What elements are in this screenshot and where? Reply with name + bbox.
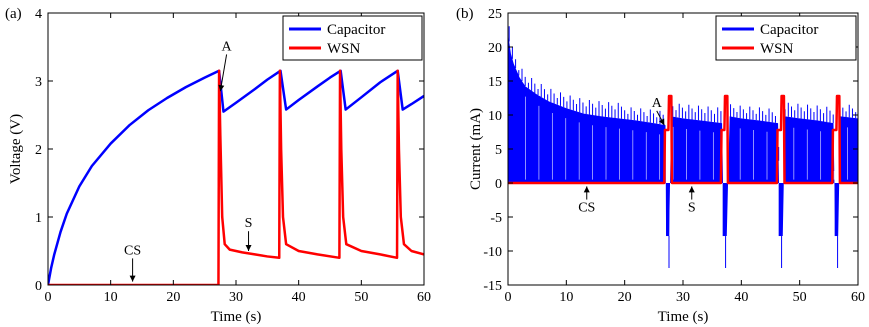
plot-area bbox=[48, 69, 424, 285]
chart-panel-2: (b) 0 10 20 30 40 50 60 -15 -10 -5 0 5 10 15 20 25 Time (… bbox=[456, 6, 865, 325]
y-tick-label: 15 bbox=[488, 75, 502, 90]
x-tick-label: 50 bbox=[793, 290, 807, 305]
y-tick-label: 0 bbox=[35, 279, 42, 294]
legend-entry: WSN bbox=[327, 41, 361, 57]
annotation-label: A bbox=[652, 96, 663, 111]
legend-entry: Capacitor bbox=[760, 22, 818, 38]
y-tick-label: 10 bbox=[488, 109, 502, 124]
annotation-arrowhead bbox=[218, 84, 225, 92]
y-tick-label: 2 bbox=[35, 143, 42, 158]
y-tick-label: 1 bbox=[35, 211, 42, 226]
annotation-arrowhead bbox=[658, 118, 665, 126]
x-tick-label: 20 bbox=[618, 290, 632, 305]
x-tick-label: 50 bbox=[354, 290, 368, 305]
x-tick-label: 30 bbox=[229, 290, 243, 305]
y-tick-label: 3 bbox=[35, 75, 42, 90]
plot-area bbox=[508, 26, 858, 268]
legend-entry: WSN bbox=[760, 41, 794, 57]
annotation-arrowhead bbox=[245, 245, 252, 251]
legend-box bbox=[715, 15, 857, 61]
y-axis-title: Current (mA) bbox=[468, 108, 484, 190]
capacitor-dip-3 bbox=[778, 183, 782, 237]
capacitor-current-gaps bbox=[525, 96, 848, 180]
x-tick-label: 40 bbox=[292, 290, 306, 305]
series-line-wsn bbox=[48, 69, 424, 285]
legend-box bbox=[282, 15, 423, 61]
y-tick-label: -5 bbox=[490, 211, 502, 226]
annotation-arrow bbox=[219, 54, 228, 92]
x-tick-label: 20 bbox=[166, 290, 180, 305]
annotation-label: S bbox=[245, 216, 253, 231]
y-tick-label: 20 bbox=[488, 41, 502, 56]
x-axis-title: Time (s) bbox=[211, 309, 262, 325]
series-line-capacitor bbox=[48, 69, 424, 285]
capacitor-dip-2 bbox=[722, 183, 726, 237]
annotation-arrowhead bbox=[129, 275, 136, 282]
y-tick-label: -10 bbox=[483, 245, 502, 260]
annotation-arrowhead bbox=[583, 186, 590, 193]
capacitor-current-fill bbox=[508, 33, 858, 237]
series-line-wsn bbox=[508, 94, 858, 185]
capacitor-current-spikes bbox=[508, 26, 857, 162]
y-tick-label: 0 bbox=[495, 177, 502, 192]
x-axis-title: Time (s) bbox=[658, 309, 709, 325]
x-tick-label: 60 bbox=[417, 290, 431, 305]
legend-entry: Capacitor bbox=[327, 22, 385, 38]
x-tick-label: 40 bbox=[734, 290, 748, 305]
annotation-arrowhead bbox=[688, 186, 695, 193]
panel-label: (b) bbox=[456, 6, 474, 22]
x-tick-label: 10 bbox=[559, 290, 573, 305]
x-tick-label: 0 bbox=[45, 290, 52, 305]
y-tick-label: 4 bbox=[35, 7, 42, 22]
chart-panel-1: (a) 0 10 20 30 40 50 60 0 1 2 3 4 Time (s) Voltage (V)… bbox=[5, 6, 431, 325]
x-tick-label: 0 bbox=[505, 290, 512, 305]
x-tick-label: 30 bbox=[676, 290, 690, 305]
annotation-label: CS bbox=[124, 243, 141, 258]
y-tick-label: 5 bbox=[495, 143, 502, 158]
panel-label: (a) bbox=[5, 6, 22, 22]
x-tick-label: 10 bbox=[104, 290, 118, 305]
annotation-label: A bbox=[222, 39, 233, 54]
legend: Capacitor WSN bbox=[282, 15, 423, 61]
legend: Capacitor WSN bbox=[715, 15, 857, 61]
capacitor-dip-4 bbox=[834, 183, 838, 237]
x-tick-label: 60 bbox=[851, 290, 865, 305]
annotation-label: CS bbox=[578, 201, 595, 216]
y-tick-label: 25 bbox=[488, 7, 502, 22]
y-axis-title: Voltage (V) bbox=[8, 114, 24, 184]
capacitor-dip-1 bbox=[666, 183, 670, 237]
annotation-label: S bbox=[688, 201, 696, 216]
y-tick-label: -15 bbox=[483, 279, 502, 294]
